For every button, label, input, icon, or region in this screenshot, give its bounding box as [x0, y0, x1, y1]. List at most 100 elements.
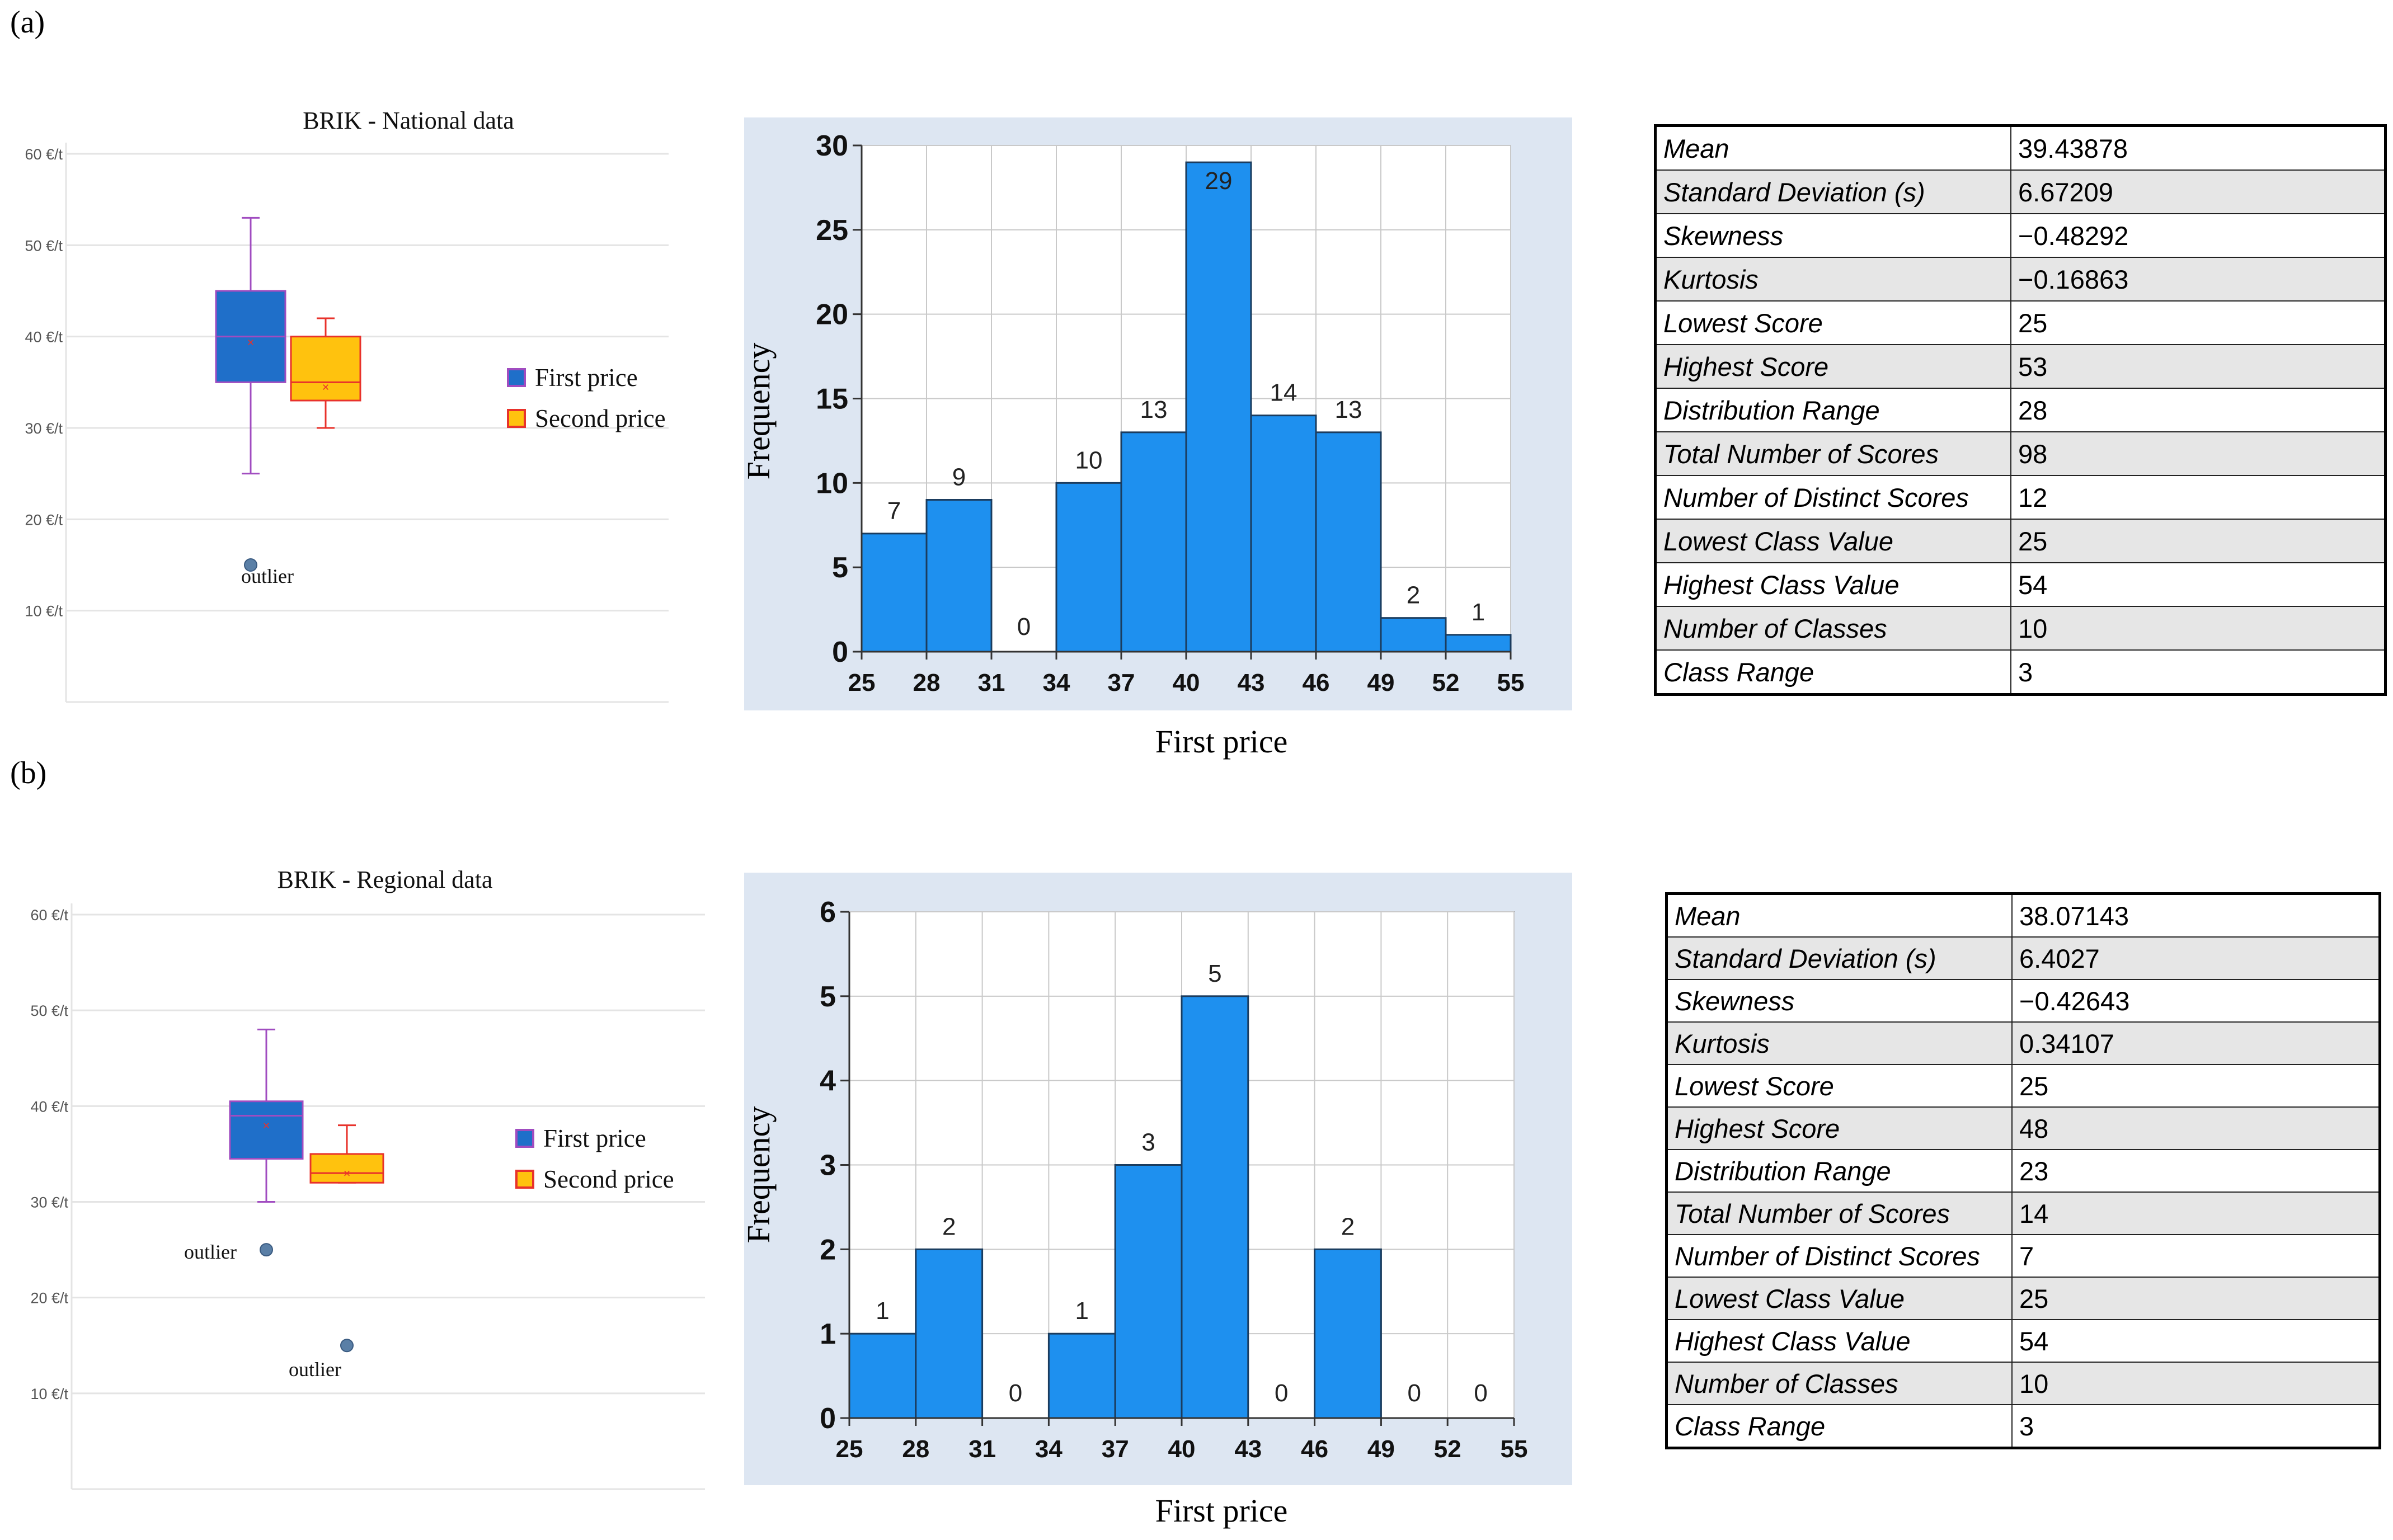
- histogram-bar: [1185, 161, 1252, 653]
- stat-value: 28: [2010, 388, 2386, 432]
- histogram-national: 30 25 20 15 10 5 0 7 9 0 10 13 29 14 13 2 1 25 28 31 34 37 40 4…: [740, 117, 1572, 760]
- stat-value: 48: [2011, 1106, 2381, 1150]
- stats-row: Mean 38.07143: [1666, 893, 2381, 938]
- bar-value-label: 1: [1471, 599, 1485, 626]
- outlier-point: [244, 558, 257, 572]
- stats-row: Distribution Range 23: [1666, 1149, 2381, 1193]
- stats-row: Standard Deviation (s) 6.4027: [1666, 936, 2381, 980]
- y-tick-label: 5: [820, 981, 836, 1013]
- y-tick-label: 15: [816, 383, 848, 416]
- stat-name: Distribution Range: [1654, 388, 2011, 432]
- stat-name: Mean: [1666, 893, 2013, 938]
- bar-value-label: 10: [1075, 446, 1103, 474]
- stat-name: Standard Deviation (s): [1654, 169, 2011, 214]
- histogram-bar: [1047, 1332, 1116, 1419]
- x-tick-label: 28: [902, 1435, 929, 1463]
- y-tick-label: 60 €/t: [25, 146, 63, 163]
- y-tick-label: 20: [816, 299, 848, 331]
- stats-row: Mean 39.43878: [1654, 125, 2386, 171]
- stats-row: Number of Distinct Scores 7: [1666, 1234, 2381, 1278]
- stat-value: 39.43878: [2010, 125, 2386, 171]
- stat-name: Kurtosis: [1666, 1021, 2013, 1065]
- stat-name: Skewness: [1666, 979, 2013, 1023]
- y-tick-label: 10 €/t: [25, 603, 63, 620]
- second-price-box: ×: [309, 1124, 384, 1184]
- stat-name: Standard Deviation (s): [1666, 936, 2013, 980]
- stat-value: 23: [2011, 1149, 2381, 1193]
- stat-name: Lowest Class Value: [1654, 519, 2011, 563]
- bar-value-label: 0: [1408, 1379, 1421, 1407]
- y-tick-label: 30 €/t: [30, 1194, 68, 1211]
- y-axis-title: Frequency: [740, 343, 777, 480]
- stat-value: 7: [2011, 1234, 2381, 1278]
- stats-row: Lowest Score 25: [1666, 1064, 2381, 1108]
- iqr-box: [290, 336, 361, 402]
- y-tick-label: 5: [832, 552, 848, 584]
- y-tick-label: 20 €/t: [25, 511, 63, 528]
- x-tick-label: 49: [1367, 669, 1395, 696]
- stats-row: Number of Classes 10: [1666, 1362, 2381, 1405]
- stat-value: 3: [2011, 1404, 2381, 1449]
- stat-name: Distribution Range: [1666, 1149, 2013, 1193]
- stat-name: Number of Classes: [1654, 606, 2011, 651]
- histogram-bar: [1114, 1164, 1183, 1419]
- stat-value: 53: [2010, 344, 2386, 389]
- stats-table-regional: Mean 38.07143 Standard Deviation (s) 6.4027…: [1665, 892, 2381, 1449]
- stats-row: Class Range 3: [1666, 1404, 2381, 1449]
- x-tick-label: 37: [1102, 1435, 1129, 1463]
- y-tick-label: 40 €/t: [30, 1098, 68, 1115]
- y-axis-title: Frequency: [740, 1106, 777, 1244]
- bar-value-label: 9: [952, 464, 966, 491]
- stat-value: 6.4027: [2011, 936, 2381, 980]
- stat-value: 98: [2010, 431, 2386, 476]
- bar-value-label: 3: [1141, 1129, 1155, 1156]
- y-tick-label: 1: [820, 1318, 836, 1350]
- histogram-bar: [1250, 415, 1317, 653]
- stats-row: Total Number of Scores 14: [1666, 1192, 2381, 1235]
- y-tick-label: 40 €/t: [25, 329, 63, 346]
- stat-value: 25: [2011, 1064, 2381, 1108]
- stat-value: −0.16863: [2010, 257, 2386, 302]
- histogram-bar: [925, 499, 993, 653]
- stat-name: Lowest Score: [1654, 300, 2011, 345]
- stat-value: 54: [2010, 562, 2386, 607]
- stat-value: 10: [2011, 1362, 2381, 1405]
- histogram-bar: [1314, 1248, 1382, 1419]
- stat-name: Mean: [1654, 125, 2011, 171]
- iqr-box: [229, 1100, 304, 1160]
- stat-value: 3: [2010, 649, 2386, 695]
- stats-row: Kurtosis −0.16863: [1654, 257, 2386, 302]
- bar-value-label: 2: [942, 1213, 956, 1240]
- bar-value-label: 0: [1009, 1379, 1022, 1407]
- stat-value: 25: [2011, 1277, 2381, 1320]
- stat-name: Highest Score: [1666, 1106, 2013, 1150]
- stats-row: Total Number of Scores 98: [1654, 431, 2386, 476]
- stat-name: Highest Class Value: [1654, 562, 2011, 607]
- outlier-point: [340, 1339, 354, 1353]
- histogram-bar: [848, 1332, 917, 1419]
- histogram-bar: [1120, 431, 1187, 653]
- stat-name: Kurtosis: [1654, 257, 2011, 302]
- y-tick-label: 60 €/t: [30, 907, 68, 924]
- stat-name: Highest Score: [1654, 344, 2011, 389]
- stat-value: −0.42643: [2011, 979, 2381, 1023]
- x-tick-label: 46: [1303, 669, 1330, 696]
- bar-value-label: 13: [1335, 396, 1362, 423]
- x-tick-label: 52: [1434, 1435, 1461, 1463]
- stats-row: Number of Classes 10: [1654, 606, 2386, 651]
- boxplot-title: BRIK - National data: [303, 107, 514, 134]
- bar-value-label: 14: [1270, 379, 1297, 407]
- stat-name: Total Number of Scores: [1666, 1192, 2013, 1235]
- y-tick-label: 30 €/t: [25, 420, 63, 437]
- x-tick-label: 46: [1301, 1435, 1328, 1463]
- stat-name: Highest Class Value: [1666, 1319, 2013, 1363]
- y-tick-label: 50 €/t: [25, 237, 63, 254]
- mean-marker: ×: [344, 1166, 351, 1180]
- stats-row: Lowest Class Value 25: [1666, 1277, 2381, 1320]
- stat-value: 25: [2010, 519, 2386, 563]
- stat-value: 10: [2010, 606, 2386, 651]
- stats-table-national: Mean 39.43878 Standard Deviation (s) 6.6720…: [1654, 124, 2387, 696]
- outlier-label: outlier: [289, 1358, 341, 1381]
- panel-label-b: (b): [10, 756, 47, 790]
- legend-label-second: Second price: [535, 404, 666, 432]
